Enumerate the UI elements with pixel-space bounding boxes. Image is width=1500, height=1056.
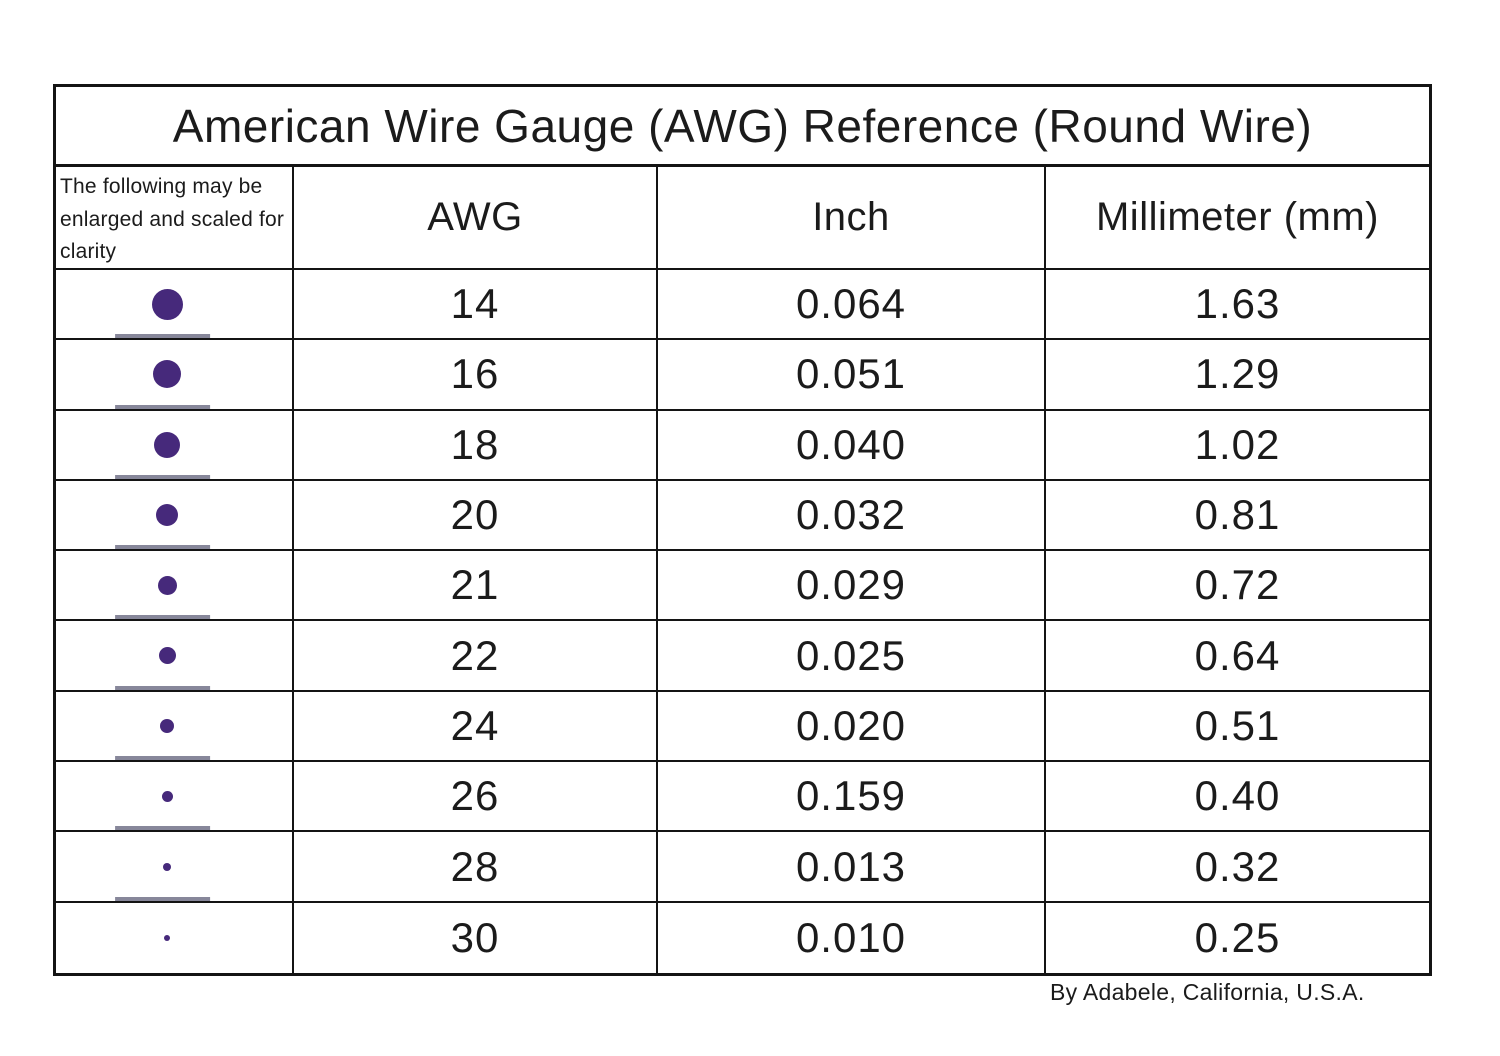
mm-value: 0.64 — [1046, 621, 1429, 692]
wire-size-dot — [161, 790, 173, 802]
wire-dot-cell — [56, 480, 294, 552]
inch-value: 0.051 — [658, 340, 1046, 411]
wire-dot-cell — [56, 551, 294, 622]
dot-underline — [115, 615, 211, 620]
inch-value: 0.025 — [658, 621, 1046, 692]
wire-size-dot — [153, 360, 181, 389]
awg-value: 16 — [294, 340, 658, 411]
awg-value: 28 — [294, 832, 658, 903]
wire-size-dot — [163, 862, 171, 871]
inch-value: 0.020 — [658, 691, 1046, 763]
wire-dot-cell — [56, 621, 294, 692]
mm-value: 0.25 — [1046, 902, 1429, 973]
mm-value: 1.63 — [1046, 270, 1429, 341]
dot-underline — [115, 685, 211, 690]
wire-size-dot — [157, 575, 177, 595]
column-header-millimeter: Millimeter (mm) — [1046, 167, 1429, 270]
wire-dot-cell — [56, 762, 294, 833]
wire-size-dot — [154, 431, 180, 458]
wire-dot-cell — [56, 832, 294, 903]
inch-value: 0.032 — [658, 480, 1046, 552]
dot-underline — [115, 826, 211, 831]
awg-reference-table: American Wire Gauge (AWG) Reference (Rou… — [53, 84, 1432, 976]
inch-value: 0.064 — [658, 270, 1046, 341]
attribution: By Adabele, California, U.S.A. — [1050, 979, 1365, 1005]
wire-size-dot — [164, 934, 170, 941]
wire-dot-cell — [56, 691, 294, 763]
mm-value: 0.51 — [1046, 691, 1429, 763]
mm-value: 0.40 — [1046, 762, 1429, 833]
wire-dot-cell — [56, 410, 294, 481]
dot-underline — [115, 545, 211, 550]
awg-value: 24 — [294, 691, 658, 763]
awg-value: 21 — [294, 551, 658, 622]
table-title: American Wire Gauge (AWG) Reference (Rou… — [56, 87, 1429, 167]
mm-value: 1.02 — [1046, 410, 1429, 481]
wire-size-dot — [156, 504, 178, 527]
inch-value: 0.010 — [658, 902, 1046, 973]
mm-value: 0.32 — [1046, 832, 1429, 903]
mm-value: 0.81 — [1046, 480, 1429, 552]
dot-underline — [115, 474, 211, 479]
awg-value: 18 — [294, 410, 658, 481]
awg-value: 22 — [294, 621, 658, 692]
note-header-cell: The following may be enlarged and scaled… — [56, 167, 294, 270]
inch-value: 0.029 — [658, 551, 1046, 622]
wire-size-dot — [158, 647, 176, 665]
inch-value: 0.013 — [658, 832, 1046, 903]
wire-size-dot — [151, 288, 183, 320]
wire-dot-cell — [56, 270, 294, 341]
mm-value: 0.72 — [1046, 551, 1429, 622]
dot-underline — [115, 334, 211, 339]
dot-underline — [115, 404, 211, 409]
awg-value: 26 — [294, 762, 658, 833]
mm-value: 1.29 — [1046, 340, 1429, 411]
inch-value: 0.159 — [658, 762, 1046, 833]
wire-size-dot — [160, 718, 174, 733]
inch-value: 0.040 — [658, 410, 1046, 481]
dot-underline — [115, 756, 211, 761]
awg-value: 30 — [294, 902, 658, 973]
column-header-inch: Inch — [658, 167, 1046, 270]
table-grid: The following may be enlarged and scaled… — [56, 167, 1429, 973]
dot-underline — [115, 896, 211, 901]
wire-dot-cell — [56, 902, 294, 973]
column-header-awg: AWG — [294, 167, 658, 270]
wire-dot-cell — [56, 340, 294, 411]
awg-value: 14 — [294, 270, 658, 341]
awg-value: 20 — [294, 480, 658, 552]
